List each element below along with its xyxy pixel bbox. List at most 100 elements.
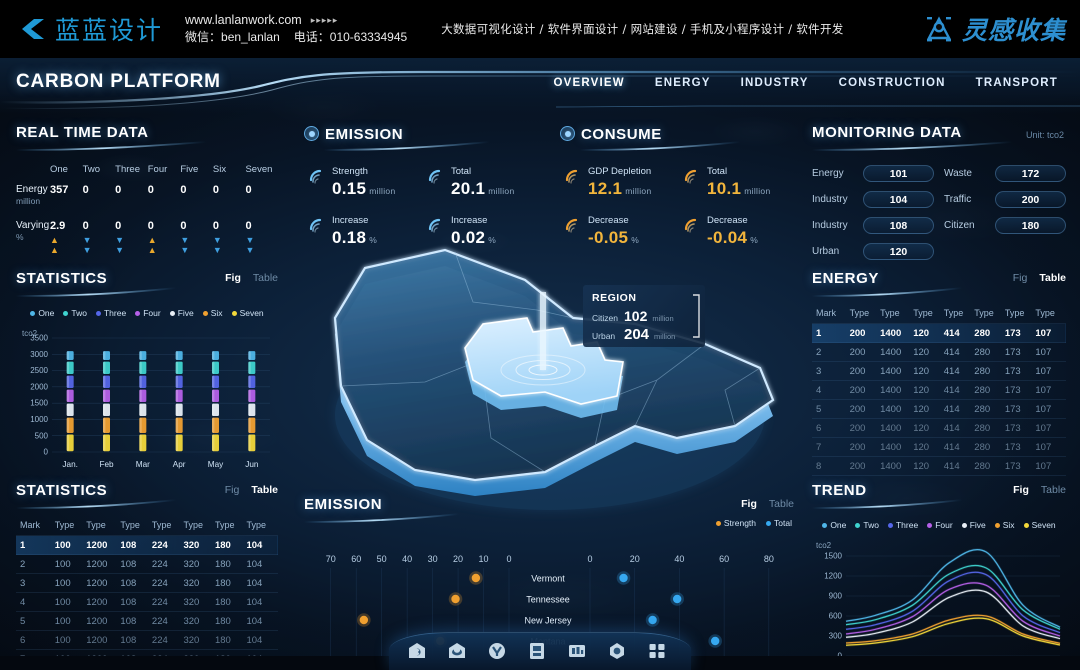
realtime-row-energy: Energy million 357 0 0 0 0 0 0 [16, 184, 278, 206]
toggle-table[interactable]: Table [768, 498, 794, 510]
table-row[interactable]: 3 200 1400 120 414 280 173 107 [812, 362, 1066, 381]
table-row[interactable]: 6 100 1200 108 224 320 180 104 [16, 631, 278, 650]
table-cell: 224 [151, 596, 168, 608]
cloud-icon[interactable] [447, 641, 467, 661]
nav-item-construction[interactable]: CONSTRUCTION [838, 77, 946, 89]
monitoring-item-industry: Industry 104 [812, 191, 934, 208]
table-row[interactable]: 4 100 1200 108 224 320 180 104 [16, 593, 278, 612]
toggle-table[interactable]: Table [1039, 272, 1066, 284]
nav-item-industry[interactable]: INDUSTRY [740, 77, 809, 89]
statistics-table[interactable]: Mark Type Type Type Type Type Type Type 1 100 1200… [16, 520, 278, 670]
region-map[interactable] [305, 240, 795, 540]
table-row[interactable]: 6 200 1400 120 414 280 173 107 [812, 419, 1066, 438]
toggle-fig[interactable]: Fig [224, 484, 240, 496]
table-cell: 414 [943, 327, 960, 339]
toggle-fig[interactable]: Fig [1013, 484, 1029, 496]
table-row[interactable]: 3 100 1200 108 224 320 180 104 [16, 574, 278, 593]
svg-text:3500: 3500 [30, 334, 48, 343]
region-row-value: 204 [624, 326, 650, 343]
legend-item: Three [887, 520, 918, 530]
table-cell: 120 [913, 422, 930, 434]
table-column-header: Type [849, 308, 870, 318]
bar-segment [248, 417, 256, 433]
table-cell: 224 [151, 558, 168, 570]
table-cell: 5 [20, 615, 26, 627]
table-row[interactable]: 8 200 1400 120 414 280 173 107 [812, 457, 1066, 476]
table-cell: 104 [246, 634, 263, 646]
table-cell: 6 [20, 634, 26, 646]
table-row[interactable]: 2 100 1200 108 224 320 180 104 [16, 555, 278, 574]
phone-value: 010-63334945 [329, 30, 408, 45]
table-cell: 173 [1004, 441, 1021, 453]
table-cell: 107 [1035, 384, 1052, 396]
table-row[interactable]: 1 100 1200 108 224 320 180 104 [16, 535, 278, 555]
table-cell: 180 [214, 615, 231, 627]
document-icon[interactable] [527, 641, 547, 661]
kpi-unit: % [369, 235, 378, 245]
panel-title: REAL TIME DATA [16, 124, 149, 141]
svg-text:900: 900 [829, 592, 843, 601]
monitoring-label: Industry [812, 220, 848, 231]
table-row[interactable]: 5 100 1200 108 224 320 180 104 [16, 612, 278, 631]
kpi-unit: million [369, 186, 396, 196]
tornado-legend: Strength Total [715, 518, 792, 528]
energy-table[interactable]: Mark Type Type Type Type Type Type Type 1 200 1400… [812, 308, 1066, 476]
svg-text:60: 60 [351, 554, 361, 564]
svg-text:30: 30 [428, 554, 438, 564]
table-cell: 104 [246, 596, 263, 608]
title-underline [580, 141, 740, 151]
table-cell: 1200 [86, 615, 108, 627]
table-row[interactable]: 7 200 1400 120 414 280 173 107 [812, 438, 1066, 457]
panel-title: CONSUME [581, 126, 662, 143]
toggle-table[interactable]: Table [252, 272, 278, 284]
shield-icon[interactable] [487, 641, 507, 661]
globe-icon[interactable] [607, 641, 627, 661]
table-cell: 200 [849, 403, 866, 415]
kpi-unit: million [625, 186, 652, 196]
table-cell: 100 [54, 558, 71, 570]
bar-segment [248, 375, 256, 389]
home-icon[interactable] [407, 641, 427, 661]
toggle-table[interactable]: Table [1040, 484, 1066, 496]
table-cell: 3 [20, 577, 26, 589]
realtime-col-header: Five [180, 164, 199, 175]
table-cell: 414 [943, 441, 960, 453]
realtime-value: 0 [147, 184, 154, 196]
toggle-fig[interactable]: Fig [1012, 272, 1028, 284]
bar-segment [248, 351, 256, 360]
realtime-value: 0 [245, 184, 252, 196]
svg-text:50: 50 [377, 554, 387, 564]
panel-title: STATISTICS [16, 482, 108, 499]
bar-segment [66, 403, 74, 417]
table-cell: 107 [1035, 365, 1052, 377]
table-row[interactable]: 5 200 1400 120 414 280 173 107 [812, 400, 1066, 419]
grid-icon[interactable] [647, 641, 667, 661]
nav-item-energy[interactable]: ENERGY [654, 77, 711, 89]
table-cell: 107 [1035, 346, 1052, 358]
table-row[interactable]: 1 200 1400 120 414 280 173 107 [812, 323, 1066, 343]
toggle-fig[interactable]: Fig [225, 272, 241, 284]
nav-item-overview[interactable]: OVERVIEW [553, 77, 625, 89]
trend-line-chart: tco2150012009006003000151015202530 [816, 541, 1065, 670]
nav-item-transport[interactable]: TRANSPORT [975, 77, 1058, 89]
table-row[interactable]: 2 200 1400 120 414 280 173 107 [812, 343, 1066, 362]
chart-icon[interactable] [567, 641, 587, 661]
svg-text:20: 20 [630, 554, 640, 564]
promo-website[interactable]: www.lanlanwork.com [185, 13, 302, 28]
table-cell: 1200 [86, 558, 108, 570]
toggle-table[interactable]: Table [251, 484, 278, 496]
toggle-fig[interactable]: Fig [741, 498, 757, 510]
realtime-row-label: Energy [16, 184, 48, 195]
legend-label: Five [177, 308, 194, 318]
svg-text:0: 0 [587, 554, 592, 564]
wechat-value: ben_lanlan [221, 30, 280, 45]
svg-text:70: 70 [326, 554, 336, 564]
table-row[interactable]: 4 200 1400 120 414 280 173 107 [812, 381, 1066, 400]
footer-strip-left [0, 656, 389, 670]
kpi-label: Total [707, 166, 728, 177]
wechat-label: 微信： [185, 30, 222, 45]
table-cell: 173 [1004, 460, 1021, 472]
legend-label: Six [210, 308, 223, 318]
kpi-card: GDP Depletion 12.1 million [560, 166, 679, 199]
bar-segment [66, 389, 74, 403]
